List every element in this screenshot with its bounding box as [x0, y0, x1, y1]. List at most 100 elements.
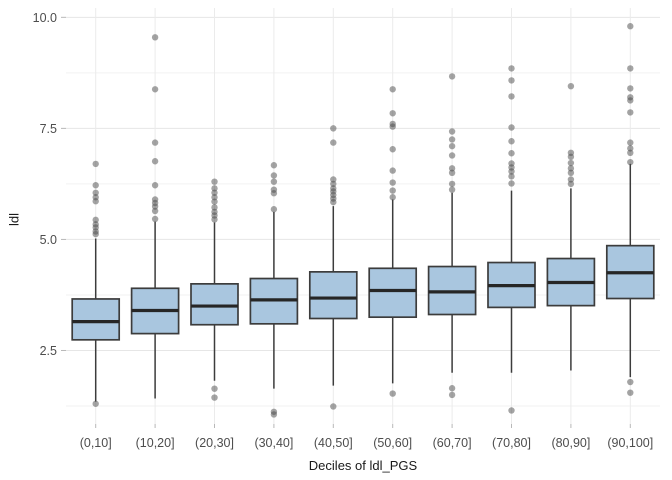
x-tick-label: (30,40] [254, 436, 293, 450]
outlier-point [389, 110, 396, 117]
x-tick-label: (40,50] [314, 436, 353, 450]
outlier-point [270, 190, 278, 197]
outlier-point [92, 230, 99, 238]
outlier-point [92, 189, 99, 196]
outlier-point [389, 390, 396, 397]
outlier-point [389, 179, 396, 186]
outlier-point [330, 403, 337, 410]
outlier-point [270, 178, 278, 185]
outlier-point [448, 385, 456, 392]
y-tick-label: 10.0 [33, 11, 57, 25]
outlier-point [627, 378, 634, 386]
outlier-point [508, 124, 515, 131]
y-axis-title: ldl [6, 213, 22, 227]
outlier-point [151, 158, 159, 165]
outlier-point [389, 86, 396, 93]
outlier-point [448, 165, 456, 172]
outlier-point [627, 97, 634, 104]
x-tick-label: (60,70] [433, 436, 472, 450]
y-tick-label: 2.5 [40, 344, 57, 358]
outlier-point [627, 158, 634, 166]
x-tick-label: (0,10] [80, 436, 112, 450]
outlier-point [508, 65, 515, 72]
outlier-point [448, 186, 456, 193]
outlier-point [389, 194, 396, 201]
outlier-point [92, 160, 99, 168]
x-tick-label: (10,20] [136, 436, 175, 450]
outlier-point [448, 142, 456, 150]
outlier-point [151, 207, 159, 215]
outlier-point [389, 167, 396, 174]
outlier-point [627, 109, 634, 116]
y-tick-label: 5.0 [40, 233, 57, 247]
outlier-point [270, 206, 278, 213]
box [368, 267, 418, 319]
outlier-point [211, 216, 218, 223]
outlier-point [627, 139, 634, 146]
outlier-point [627, 65, 634, 72]
outlier-point [330, 176, 337, 183]
outlier-point [448, 180, 456, 188]
outlier-point [567, 82, 575, 90]
outlier-point [508, 180, 515, 187]
outlier-point [330, 198, 337, 206]
outlier-point [567, 180, 575, 188]
outlier-point [627, 85, 634, 92]
outlier-point [330, 139, 337, 146]
outlier-point [270, 172, 278, 179]
outlier-point [567, 165, 575, 172]
outlier-point [211, 185, 218, 192]
outlier-point [508, 93, 515, 100]
outlier-point [92, 182, 99, 189]
outlier-point [567, 176, 575, 183]
outlier-point [627, 23, 634, 30]
x-tick-label: (80,90] [551, 436, 590, 450]
outlier-point [389, 187, 396, 194]
x-tick-label: (50,60] [373, 436, 412, 450]
outlier-point [92, 198, 99, 205]
outlier-point [270, 162, 278, 169]
outlier-point [508, 138, 515, 145]
outlier-point [448, 152, 456, 159]
outlier-point [448, 136, 456, 143]
outlier-point [92, 216, 99, 224]
outlier-point [389, 146, 396, 153]
box [71, 298, 121, 341]
outlier-point [151, 203, 159, 210]
outlier-point [448, 391, 456, 399]
outlier-point [211, 178, 218, 185]
outlier-point [151, 86, 159, 93]
x-tick-label: (20,30] [195, 436, 234, 450]
outlier-point [567, 159, 575, 167]
outlier-point [211, 204, 218, 211]
outlier-point [389, 123, 396, 130]
x-tick-label: (70,80] [492, 436, 531, 450]
outlier-point [151, 215, 159, 223]
outlier-point [92, 400, 99, 407]
outlier-point [448, 128, 456, 135]
y-tick-label: 7.5 [40, 122, 57, 136]
outlier-point [330, 180, 337, 188]
box [308, 271, 358, 320]
x-tick-label: (90,100] [607, 436, 653, 450]
outlier-point [211, 189, 218, 196]
box [190, 283, 239, 326]
outlier-point [627, 389, 634, 396]
outlier-point [211, 198, 218, 205]
outlier-point [508, 407, 515, 414]
outlier-point [330, 125, 337, 132]
outlier-point [448, 73, 456, 80]
outlier-point [270, 411, 278, 418]
outlier-point [211, 385, 218, 392]
outlier-point [508, 77, 515, 84]
outlier-point [211, 194, 218, 201]
outlier-point [627, 149, 634, 157]
outlier-point [508, 173, 515, 180]
outlier-point [508, 168, 515, 175]
outlier-point [151, 182, 159, 189]
outlier-point [448, 169, 456, 177]
outlier-point [567, 169, 575, 177]
outlier-point [151, 139, 159, 146]
